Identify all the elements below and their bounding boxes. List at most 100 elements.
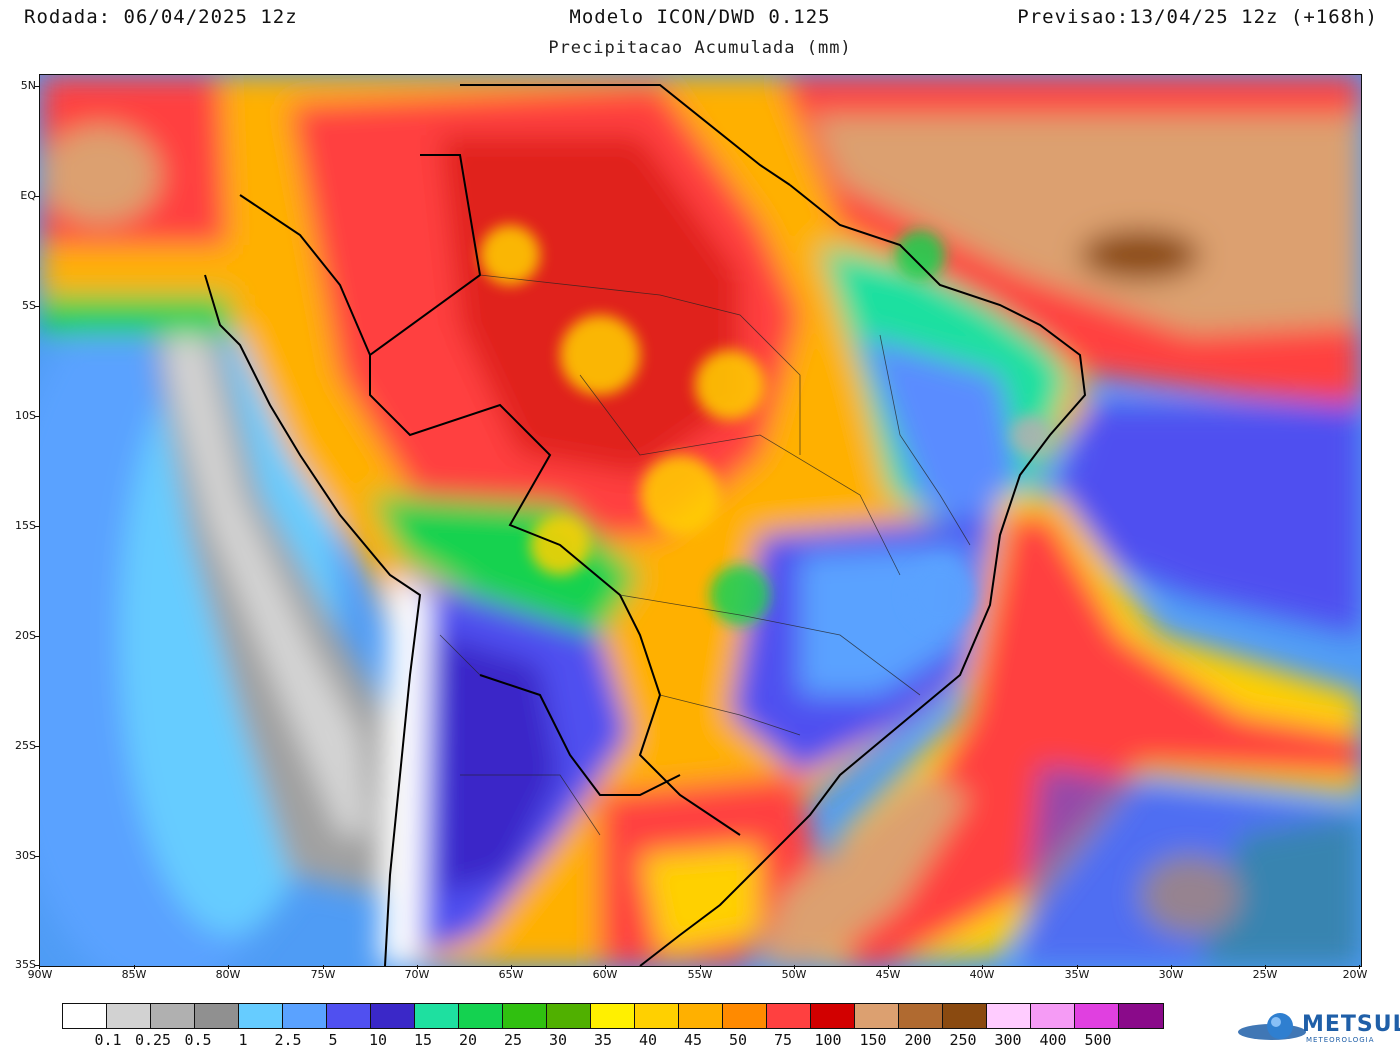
lon-label: 30W [1158, 968, 1184, 981]
colorbar-label: 30 [548, 1031, 568, 1049]
colorbar-label: 200 [904, 1031, 932, 1049]
colorbar-label: 10 [368, 1031, 388, 1049]
colorbar-swatch [371, 1004, 415, 1028]
lon-label: 90W [27, 968, 53, 981]
lon-label: 35W [1064, 968, 1090, 981]
colorbar-label: 35 [593, 1031, 613, 1049]
colorbar-swatch [547, 1004, 591, 1028]
colorbar-swatch [987, 1004, 1031, 1028]
colorbar-swatch [1119, 1004, 1163, 1028]
lat-tick [35, 746, 39, 747]
logo-text: METSUL [1302, 1012, 1400, 1037]
lon-tick [1171, 965, 1172, 969]
colorbar-swatch [63, 1004, 107, 1028]
field-subtitle: Precipitacao Acumulada (mm) [548, 38, 852, 58]
colorbar-swatch [811, 1004, 855, 1028]
lat-tick [35, 636, 39, 637]
colorbar-label: 15 [413, 1031, 433, 1049]
lon-label: 70W [404, 968, 430, 981]
precipitation-map [39, 74, 1362, 967]
precipitation-colorbar [62, 1003, 1164, 1029]
lon-label: 55W [687, 968, 713, 981]
colorbar-label: 75 [773, 1031, 793, 1049]
colorbar-label: 300 [994, 1031, 1022, 1049]
lat-label: EQ [20, 189, 36, 202]
colorbar-swatch [723, 1004, 767, 1028]
lon-tick [982, 965, 983, 969]
lon-tick [605, 965, 606, 969]
colorbar-label: 45 [683, 1031, 703, 1049]
lat-label: 15S [15, 519, 36, 532]
lon-label: 20W [1342, 968, 1368, 981]
lat-label: 5N [20, 79, 36, 92]
lat-label: 5S [22, 299, 36, 312]
lon-tick [700, 965, 701, 969]
colorbar-label: 5 [328, 1031, 338, 1049]
colorbar-swatch [107, 1004, 151, 1028]
colorbar-label: 0.1 [94, 1031, 122, 1049]
colorbar-swatch [943, 1004, 987, 1028]
colorbar-swatch [1031, 1004, 1075, 1028]
lat-label: 25S [15, 739, 36, 752]
lon-label: 45W [875, 968, 901, 981]
lat-tick [35, 306, 39, 307]
lat-label: 30S [15, 849, 36, 862]
lat-tick [35, 965, 39, 966]
lon-label: 50W [781, 968, 807, 981]
colorbar-swatch [459, 1004, 503, 1028]
lat-label: 10S [15, 409, 36, 422]
colorbar-label: 50 [728, 1031, 748, 1049]
colorbar-swatch [855, 1004, 899, 1028]
colorbar-label: 20 [458, 1031, 478, 1049]
colorbar-label: 1 [238, 1031, 248, 1049]
colorbar-swatch [767, 1004, 811, 1028]
lon-label: 75W [310, 968, 336, 981]
map-canvas [40, 75, 1361, 966]
colorbar-label: 25 [503, 1031, 523, 1049]
lon-label: 60W [592, 968, 618, 981]
lon-label: 40W [969, 968, 995, 981]
colorbar-swatch [283, 1004, 327, 1028]
colorbar-label: 0.25 [134, 1031, 172, 1049]
colorbar-label: 100 [814, 1031, 842, 1049]
colorbar-swatch [195, 1004, 239, 1028]
lat-tick [35, 856, 39, 857]
colorbar-swatch [679, 1004, 723, 1028]
metsul-logo-icon [1238, 1013, 1306, 1040]
lon-tick [794, 965, 795, 969]
colorbar-swatch [1075, 1004, 1119, 1028]
colorbar-label: 250 [949, 1031, 977, 1049]
lat-label: 35S [15, 958, 36, 971]
lon-label: 25W [1252, 968, 1278, 981]
lon-tick [228, 965, 229, 969]
colorbar-swatch [503, 1004, 547, 1028]
lon-tick [1265, 965, 1266, 969]
lon-tick [39, 965, 40, 969]
lon-tick [511, 965, 512, 969]
logo-subtext: METEOROLOGIA [1306, 1036, 1375, 1044]
lon-label: 85W [121, 968, 147, 981]
lon-tick [417, 965, 418, 969]
lat-tick [35, 196, 39, 197]
colorbar-swatch [327, 1004, 371, 1028]
lat-tick [35, 86, 39, 87]
colorbar-label: 400 [1039, 1031, 1067, 1049]
colorbar-label: 0.5 [184, 1031, 212, 1049]
forecast-time-label: Previsao:13/04/25 12z (+168h) [1017, 6, 1378, 28]
lon-tick [134, 965, 135, 969]
colorbar-swatch [591, 1004, 635, 1028]
lon-tick [1077, 965, 1078, 969]
lon-tick [888, 965, 889, 969]
colorbar-swatch [899, 1004, 943, 1028]
colorbar-label: 2.5 [274, 1031, 302, 1049]
colorbar-swatch [151, 1004, 195, 1028]
lat-label: 20S [15, 629, 36, 642]
lon-tick [323, 965, 324, 969]
colorbar-label: 500 [1084, 1031, 1112, 1049]
lat-tick [35, 416, 39, 417]
colorbar-swatch [415, 1004, 459, 1028]
lon-tick [1359, 965, 1360, 969]
model-title: Modelo ICON/DWD 0.125 [569, 6, 831, 28]
run-time-label: Rodada: 06/04/2025 12z [24, 6, 298, 28]
colorbar-label: 40 [638, 1031, 658, 1049]
